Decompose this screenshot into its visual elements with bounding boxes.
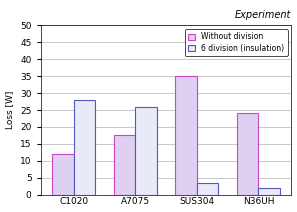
Y-axis label: Loss [W]: Loss [W] xyxy=(6,91,15,129)
Bar xyxy=(135,107,157,195)
Legend: Without division, 6 division (insulation): Without division, 6 division (insulation… xyxy=(185,29,287,56)
Bar xyxy=(74,100,95,195)
Bar xyxy=(237,113,258,195)
Bar xyxy=(175,76,197,195)
Bar xyxy=(197,183,218,195)
Bar xyxy=(258,188,280,195)
Bar xyxy=(52,154,74,195)
Text: Experiment: Experiment xyxy=(235,10,291,20)
Bar xyxy=(114,135,135,195)
